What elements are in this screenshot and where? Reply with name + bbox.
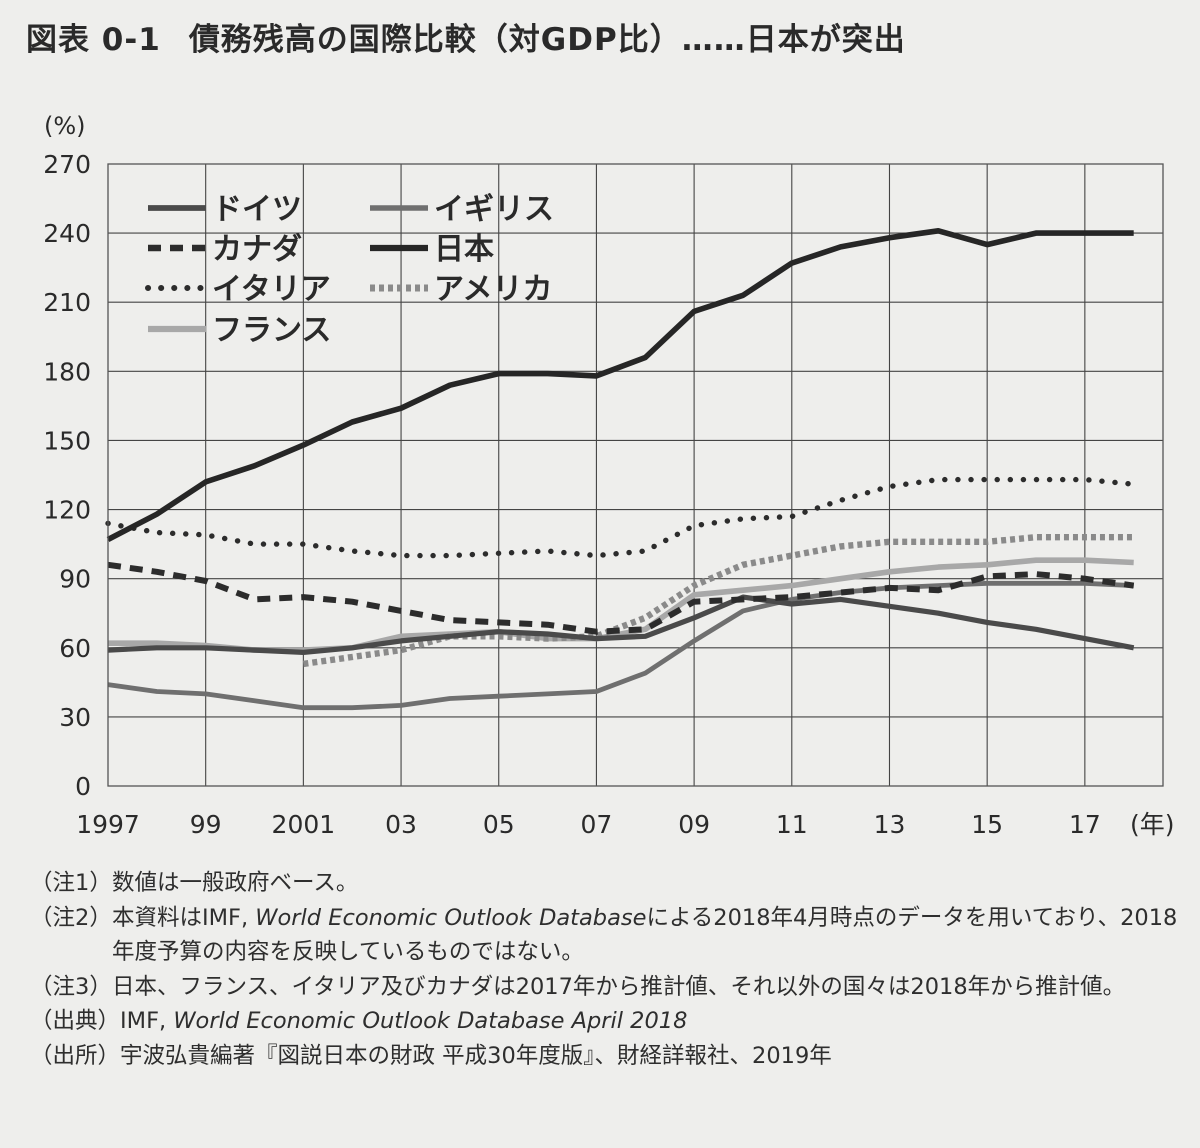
note-text-part: IMF, [120, 1008, 174, 1034]
note-key: （注3） [30, 973, 112, 1000]
x-tick-label: 1997 [76, 810, 140, 839]
note-row: （注3） 日本、フランス、イタリア及びカナダは2017年から推計値、それ以外の国々… [30, 970, 1195, 1005]
series-line-ドイツ [107, 594, 1135, 656]
x-tick-label: 13 [874, 810, 906, 839]
figure-number: 図表 0-1 [26, 22, 161, 58]
y-tick-label: 0 [75, 772, 91, 801]
y-tick-label: 240 [43, 219, 91, 248]
y-tick-label: 120 [43, 496, 91, 525]
note-text-part: World Economic Outlook Database [255, 904, 647, 931]
legend-label-イギリス: イギリス [434, 192, 554, 227]
legend-label-イタリア: イタリア [212, 272, 331, 307]
series-line-日本 [106, 228, 1134, 542]
x-tick-label: 15 [971, 810, 1003, 839]
legend-label-フランス: フランス [212, 313, 331, 348]
title-text: 債務残高の国際比較（対GDP比）……日本が突出 [188, 22, 906, 58]
axis-labels: 0 30 60 90 120 150 180 210 240 270 1997 99 2001 03 05 0… [43, 112, 1174, 839]
series-line-カナダ [107, 561, 1135, 635]
note-key: （出所） [30, 1042, 121, 1069]
y-tick-label: 90 [59, 565, 91, 594]
y-tick-label: 150 [43, 426, 91, 455]
note-row: （出所） 宇波弘貴編著『図説日本の財政 平成30年度版』、財経詳報社、2019年 [30, 1039, 1195, 1074]
note-text: 日本、フランス、イタリア及びカナダは2017年から推計値、それ以外の国々は201… [112, 970, 1195, 1005]
note-text-part: による2018年4月時点のデータを用いており、2018年度予算の内容を反映してい… [112, 904, 1178, 966]
y-unit-label: (%) [44, 112, 86, 140]
series-layer [105, 228, 1137, 711]
legend-label-日本: 日本 [434, 232, 494, 267]
x-unit-label: (年) [1130, 810, 1175, 839]
note-row: （注2） 本資料はIMF, World Economic Outlook Data… [30, 901, 1195, 970]
x-tick-label: 09 [678, 810, 710, 839]
legend-label-カナダ: カナダ [212, 232, 302, 267]
note-row: （出典） IMF, World Economic Outlook Database… [30, 1004, 1195, 1039]
series-line-アメリカ [302, 534, 1134, 668]
note-key: （注1） [30, 870, 112, 896]
note-row: （注1） 数値は一般政府ベース。 [30, 866, 1195, 901]
notes: （注1） 数値は一般政府ベース。 （注2） 本資料はIMF, World Econom… [30, 866, 1195, 1073]
x-tick-label: 07 [581, 810, 613, 839]
x-tick-label: 05 [483, 810, 515, 839]
chart-title: 図表 0-1 債務残高の国際比較（対GDP比）……日本が突出 [26, 14, 906, 59]
y-tick-label: 270 [43, 150, 91, 179]
debt-chart: 0 30 60 90 120 150 180 210 240 270 1997 99 2001 03 05 0… [43, 112, 1174, 839]
y-tick-label: 210 [43, 288, 91, 317]
note-text: 数値は一般政府ベース。 [112, 866, 1195, 901]
series-line-イタリア [105, 476, 1137, 559]
y-tick-label: 30 [59, 703, 91, 732]
note-text: 本資料はIMF, World Economic Outlook Database… [112, 901, 1195, 970]
x-tick-label: 03 [385, 810, 417, 839]
legend-label-ドイツ: ドイツ [212, 192, 302, 227]
y-tick-label: 180 [43, 357, 91, 386]
note-text-part: 数値は一般政府ベース。 [112, 870, 359, 896]
x-tick-label: 99 [190, 810, 222, 839]
note-key: （出典） [30, 1008, 121, 1034]
note-text-part: 本資料はIMF, [112, 904, 256, 931]
y-tick-label: 60 [59, 634, 91, 663]
x-tick-label: 2001 [272, 810, 336, 839]
legend-label-アメリカ: アメリカ [434, 272, 553, 307]
x-tick-label: 17 [1069, 810, 1101, 839]
note-text: IMF, World Economic Outlook Database Apr… [120, 1004, 1195, 1039]
note-text-part: World Economic Outlook Database April 20… [173, 1008, 688, 1034]
note-text-part: 宇波弘貴編著『図説日本の財政 平成30年度版』、財経詳報社、2019年 [120, 1042, 832, 1069]
note-text-part: 日本、フランス、イタリア及びカナダは2017年から推計値、それ以外の国々は201… [112, 973, 1126, 1000]
x-tick-label: 11 [776, 810, 808, 839]
note-key: （注2） [30, 904, 112, 931]
note-text: 宇波弘貴編著『図説日本の財政 平成30年度版』、財経詳報社、2019年 [120, 1039, 1195, 1074]
plot-frame [107, 163, 1164, 787]
grid [108, 164, 1163, 786]
